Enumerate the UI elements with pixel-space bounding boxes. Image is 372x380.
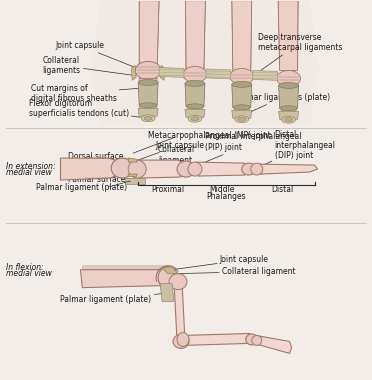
Polygon shape	[128, 158, 137, 162]
Polygon shape	[187, 82, 203, 114]
Ellipse shape	[188, 115, 202, 122]
Polygon shape	[80, 270, 168, 288]
Text: Collateral
ligaments: Collateral ligaments	[42, 56, 134, 75]
Text: Metacarpophalangeal (MP) joint: Metacarpophalangeal (MP) joint	[148, 131, 271, 140]
Polygon shape	[232, 1, 252, 70]
Text: Palmar ligament (plate): Palmar ligament (plate)	[36, 182, 127, 192]
Ellipse shape	[185, 81, 205, 86]
Polygon shape	[131, 65, 136, 81]
Polygon shape	[279, 86, 299, 108]
Ellipse shape	[277, 70, 301, 86]
Polygon shape	[280, 86, 296, 118]
Ellipse shape	[188, 162, 202, 176]
Ellipse shape	[183, 66, 207, 82]
Ellipse shape	[186, 104, 204, 109]
Polygon shape	[253, 70, 278, 81]
Polygon shape	[196, 162, 248, 176]
Polygon shape	[279, 111, 299, 119]
Polygon shape	[232, 110, 252, 118]
Polygon shape	[138, 108, 158, 116]
Polygon shape	[138, 160, 186, 178]
Polygon shape	[186, 1, 205, 70]
Polygon shape	[183, 334, 252, 345]
Ellipse shape	[280, 106, 298, 111]
Polygon shape	[160, 65, 165, 81]
Text: Distal: Distal	[272, 185, 294, 195]
Ellipse shape	[285, 118, 293, 122]
Polygon shape	[159, 67, 184, 78]
Text: Distal
interphalangeal
(DIP) joint: Distal interphalangeal (DIP) joint	[249, 130, 336, 172]
Ellipse shape	[252, 336, 262, 345]
Text: Joint capsule: Joint capsule	[55, 41, 135, 67]
Ellipse shape	[144, 116, 152, 120]
Ellipse shape	[246, 334, 258, 345]
Ellipse shape	[128, 160, 146, 178]
Polygon shape	[174, 282, 185, 342]
Text: Dorsal surface: Dorsal surface	[68, 152, 124, 161]
Ellipse shape	[169, 274, 187, 290]
Polygon shape	[232, 84, 252, 107]
Text: medial view: medial view	[6, 168, 52, 177]
Polygon shape	[160, 283, 174, 302]
Polygon shape	[256, 336, 292, 353]
Polygon shape	[90, 1, 320, 125]
Text: Proximal interphalangeal
(PIP) joint: Proximal interphalangeal (PIP) joint	[186, 133, 301, 170]
Text: Joint capsule: Joint capsule	[132, 141, 204, 162]
Text: Phalanges: Phalanges	[206, 193, 246, 201]
Ellipse shape	[232, 81, 252, 87]
Polygon shape	[206, 69, 231, 79]
Ellipse shape	[177, 161, 195, 177]
Polygon shape	[61, 158, 122, 180]
Ellipse shape	[191, 117, 199, 121]
Polygon shape	[139, 78, 157, 110]
Polygon shape	[234, 84, 250, 116]
Ellipse shape	[235, 116, 249, 123]
Ellipse shape	[158, 267, 178, 289]
Ellipse shape	[282, 116, 296, 123]
Ellipse shape	[135, 62, 161, 79]
Ellipse shape	[251, 163, 263, 175]
Text: Palmar surface: Palmar surface	[68, 174, 126, 184]
Ellipse shape	[279, 82, 299, 89]
Text: Flexor digitorum
superficialis tendons (cut): Flexor digitorum superficialis tendons (…	[29, 98, 140, 118]
Text: Joint capsule: Joint capsule	[172, 255, 269, 270]
Text: Palmar ligament (plate): Palmar ligament (plate)	[61, 294, 162, 304]
Text: medial view: medial view	[6, 269, 52, 278]
Ellipse shape	[238, 117, 246, 121]
Ellipse shape	[242, 163, 256, 175]
Text: Cut margins of
digital fibrous sheaths: Cut margins of digital fibrous sheaths	[31, 84, 138, 103]
Polygon shape	[258, 164, 318, 174]
Polygon shape	[82, 266, 168, 270]
Text: In flexion:: In flexion:	[6, 263, 44, 272]
Ellipse shape	[111, 158, 133, 178]
Ellipse shape	[141, 115, 155, 122]
Text: Middle: Middle	[209, 185, 235, 195]
Ellipse shape	[173, 334, 189, 348]
Polygon shape	[125, 178, 145, 184]
Text: Collateral
ligament: Collateral ligament	[132, 146, 195, 168]
Polygon shape	[139, 1, 159, 70]
Text: Palmar ligaments (plate): Palmar ligaments (plate)	[235, 93, 330, 112]
Text: Proximal: Proximal	[151, 185, 185, 195]
Ellipse shape	[138, 79, 158, 86]
Ellipse shape	[177, 332, 189, 347]
Polygon shape	[278, 1, 298, 70]
Text: Deep transverse
metacarpal ligaments: Deep transverse metacarpal ligaments	[254, 33, 342, 75]
Polygon shape	[128, 174, 137, 177]
Ellipse shape	[233, 105, 251, 110]
Polygon shape	[162, 267, 178, 274]
Ellipse shape	[139, 103, 157, 108]
Polygon shape	[185, 83, 205, 106]
Text: Collateral ligament: Collateral ligament	[172, 267, 295, 276]
Polygon shape	[185, 109, 205, 117]
Polygon shape	[138, 82, 158, 105]
Ellipse shape	[230, 68, 254, 84]
Text: In extension:: In extension:	[6, 162, 55, 171]
